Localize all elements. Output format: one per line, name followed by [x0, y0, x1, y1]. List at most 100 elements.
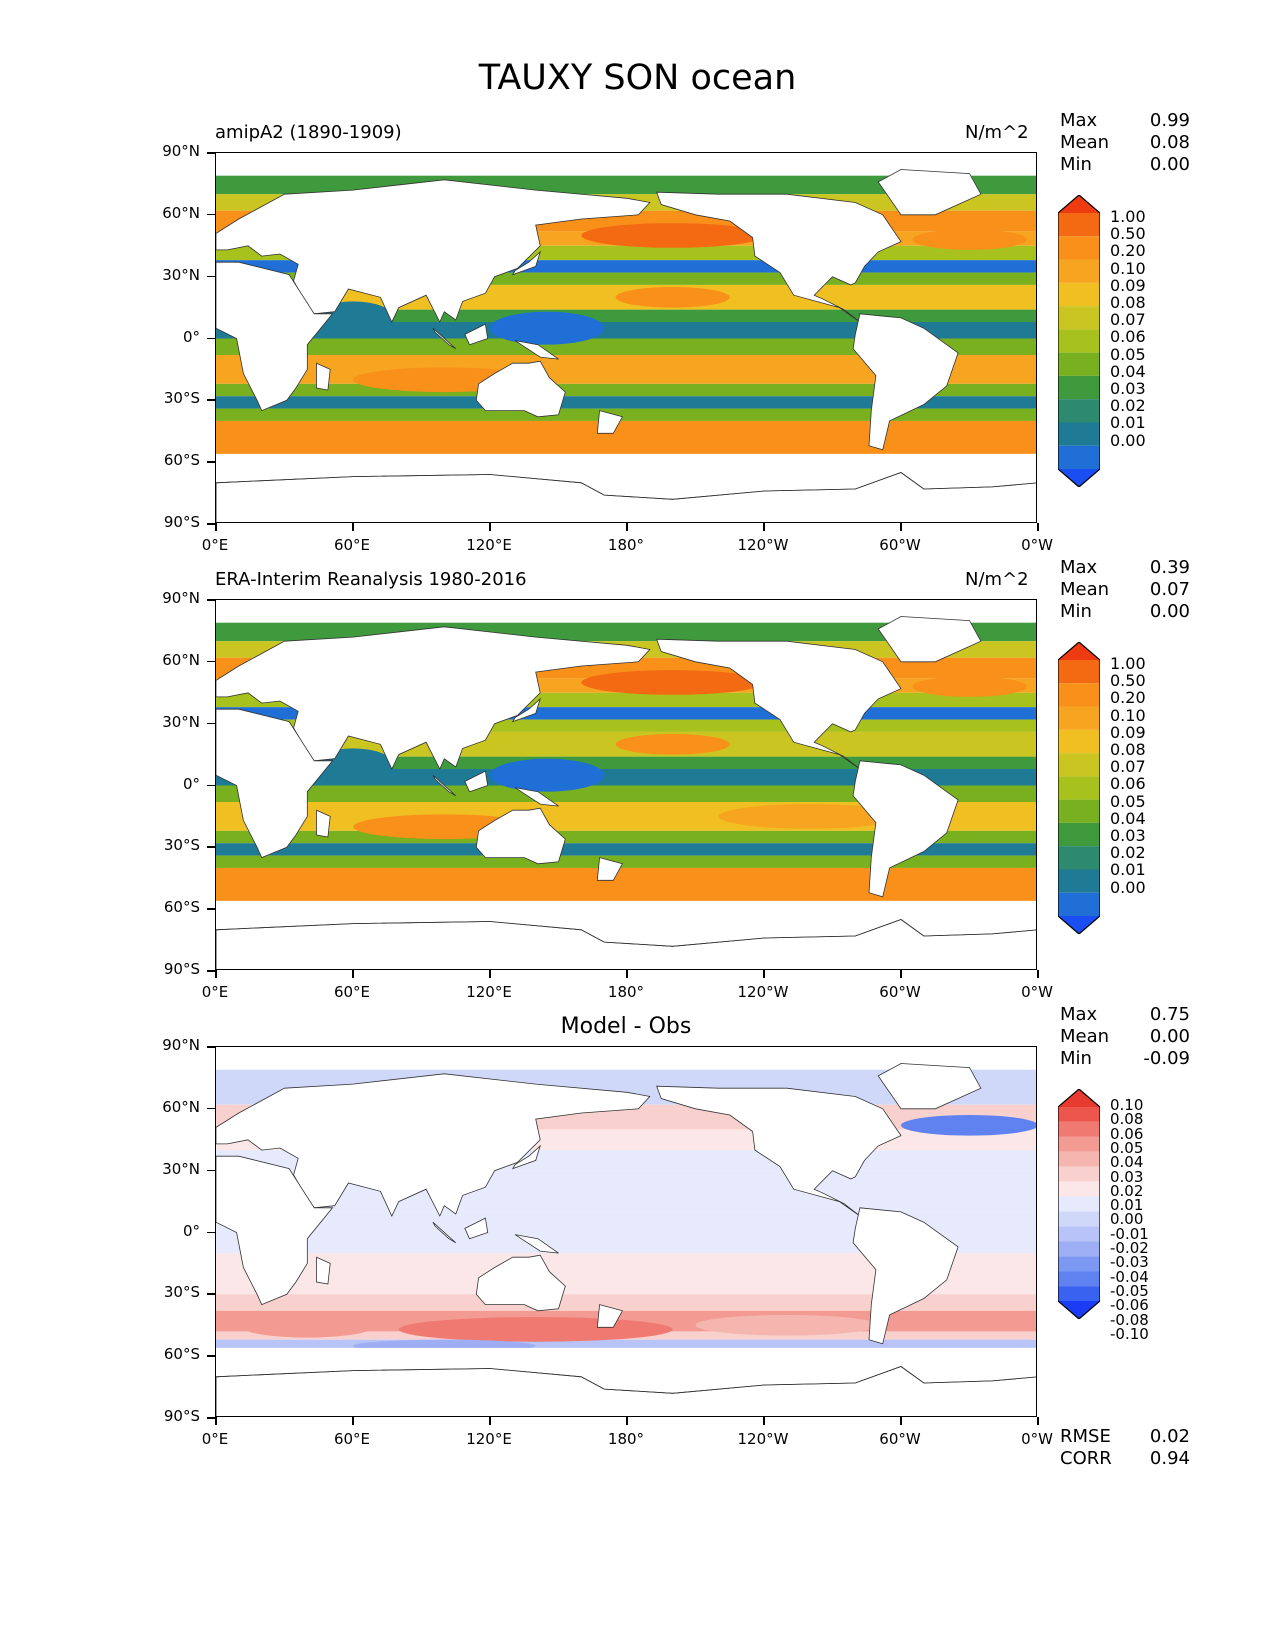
lat-tick	[207, 660, 215, 663]
stat-value: 0.99	[1149, 110, 1190, 131]
lon-tick	[626, 523, 628, 531]
colorbar-label: 0.00	[1110, 877, 1146, 897]
lat-tick-label: 60°S	[163, 1345, 200, 1364]
lat-tick-label: 90°S	[163, 1407, 200, 1425]
colorbar-segment	[1058, 753, 1100, 777]
colorbar-label: 0.06	[1110, 327, 1146, 347]
stat-value: 0.00	[1149, 601, 1190, 622]
colorbar-segment	[1058, 869, 1100, 893]
field-heatmap	[216, 153, 1036, 522]
lon-tick	[1037, 970, 1039, 978]
colorbar-label: -0.10	[1110, 1324, 1149, 1343]
landmass	[216, 626, 651, 770]
lat-tick-label: 0°	[182, 327, 200, 346]
lat-tick-label: 90°N	[162, 1036, 200, 1054]
lon-tick	[489, 970, 491, 978]
landmass	[464, 323, 489, 346]
stat-row: Max 0.75	[1060, 1004, 1190, 1026]
stat-value: 0.75	[1149, 1004, 1190, 1025]
lat-tick	[207, 1231, 215, 1233]
colorbar-label: 0.01	[1110, 1196, 1144, 1215]
colorbar-segment	[1058, 892, 1100, 916]
panel-title: Model - Obs	[560, 1014, 692, 1039]
colorbar-segment	[1058, 916, 1100, 934]
antarctica-outline	[216, 472, 1036, 522]
field-feature	[901, 1115, 1036, 1136]
lon-tick-label: 180°	[607, 983, 645, 1001]
colorbar-segment	[1058, 1136, 1100, 1152]
landmass	[475, 360, 566, 418]
colorbar-segment	[1058, 399, 1100, 423]
missing-data-mask	[216, 153, 1036, 176]
landmass	[316, 1256, 331, 1285]
colorbar-segment	[1058, 776, 1100, 800]
lat-tick	[207, 275, 215, 278]
field-feature	[238, 1312, 376, 1338]
summary-stats: Max 0.75 Mean 0.00 Min -0.09	[1060, 1004, 1190, 1070]
lat-tick	[207, 599, 215, 601]
lon-tick	[352, 1417, 354, 1425]
colorbar-label: 0.01	[1110, 413, 1146, 433]
landmass	[216, 179, 651, 323]
colorbar-label: 0.02	[1110, 1181, 1144, 1200]
map-area	[215, 599, 1037, 970]
lat-tick	[207, 1169, 215, 1172]
lat-tick-label: 60°S	[163, 451, 200, 470]
colorbar-segment	[1058, 1286, 1100, 1301]
colorbar-segment	[1058, 846, 1100, 870]
lon-tick-label: 0°E	[201, 536, 229, 554]
colorbar-segment	[1058, 352, 1100, 376]
colorbar-label: 0.10	[1110, 1096, 1144, 1114]
colorbar-segment	[1058, 1256, 1100, 1272]
lat-tick	[207, 970, 215, 972]
lon-tick-label: 120°E	[466, 536, 512, 554]
panel-model: amipA2 (1890-1909) N/m^2 90°N 60°N 30°N 0° 30°…	[0, 0, 1275, 554]
lat-tick-label: 30°N	[162, 265, 200, 284]
lon-tick	[1037, 1417, 1039, 1425]
field-band	[216, 756, 1036, 770]
panel-observations: ERA-Interim Reanalysis 1980-2016 N/m^2 90°…	[0, 447, 1275, 1001]
colorbar-label: -0.02	[1110, 1239, 1149, 1257]
stat-name: CORR	[1060, 1448, 1112, 1469]
colorbar	[1058, 195, 1100, 487]
field-feature	[398, 1317, 673, 1342]
colorbar-segment	[1058, 1089, 1100, 1107]
colorbar-label: 0.50	[1110, 224, 1146, 244]
colorbar-segment	[1058, 1241, 1100, 1257]
colorbar-label: -0.05	[1110, 1281, 1149, 1300]
lat-tick	[207, 399, 215, 401]
lon-tick-label: 0°W	[1021, 1430, 1053, 1448]
lon-tick	[626, 970, 628, 978]
landmass	[475, 1254, 566, 1312]
lon-tick-label: 60°E	[333, 536, 371, 554]
lat-tick	[207, 1107, 215, 1110]
landmass	[432, 327, 457, 350]
colorbar-segment	[1058, 660, 1100, 684]
colorbar-label: 0.02	[1110, 396, 1146, 416]
field-feature	[718, 804, 901, 829]
landmass	[852, 313, 959, 451]
lon-tick	[626, 1417, 628, 1425]
landmass	[514, 340, 559, 360]
field-band	[216, 769, 1036, 786]
colorbar-label: -0.01	[1110, 1224, 1149, 1243]
stat-value: 0.00	[1149, 1026, 1190, 1047]
colorbar-label: -0.08	[1110, 1310, 1149, 1329]
stat-row: Mean 0.00	[1060, 1026, 1190, 1048]
panel-title: amipA2 (1890-1909)	[215, 122, 402, 143]
stat-value: 0.94	[1149, 1448, 1190, 1469]
landmass	[852, 760, 959, 898]
landmass	[877, 169, 982, 216]
colorbar-segment	[1058, 1181, 1100, 1197]
error-stats: RMSE 0.02 CORR 0.94	[1060, 1426, 1190, 1470]
stat-row: Mean 0.08	[1060, 132, 1190, 154]
lon-tick-label: 120°W	[737, 1430, 789, 1448]
lat-tick-label: 30°N	[162, 1159, 200, 1178]
colorbar-segment	[1058, 706, 1100, 730]
landmass	[432, 1221, 457, 1244]
colorbar-segment	[1058, 1166, 1100, 1182]
units-label: N/m^2	[965, 122, 1029, 143]
panel-difference: Model - Obs 90°N 60°N 30°N 0° 30°S 60°S 90°S 0°E…	[0, 894, 1275, 1469]
lat-tick-label: 90°S	[163, 513, 200, 531]
field-band	[216, 785, 1036, 802]
